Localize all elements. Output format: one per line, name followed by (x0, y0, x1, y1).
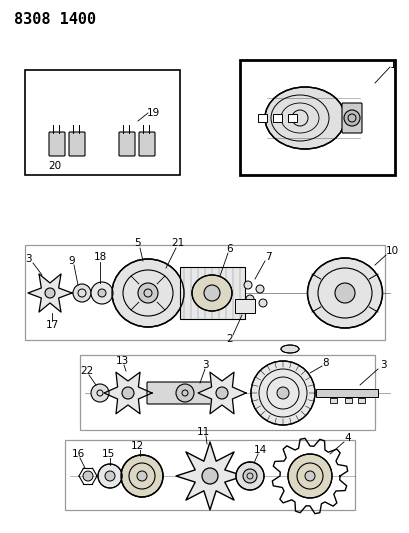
FancyBboxPatch shape (234, 299, 254, 313)
FancyBboxPatch shape (119, 132, 135, 156)
FancyBboxPatch shape (257, 114, 266, 122)
Circle shape (287, 454, 331, 498)
Ellipse shape (280, 345, 298, 353)
Ellipse shape (191, 275, 231, 311)
Circle shape (250, 361, 314, 425)
Text: 10: 10 (384, 246, 398, 256)
Circle shape (276, 387, 288, 399)
Circle shape (91, 282, 113, 304)
Circle shape (245, 295, 254, 303)
Circle shape (304, 471, 314, 481)
Text: 16: 16 (71, 449, 84, 459)
FancyBboxPatch shape (139, 132, 155, 156)
Text: 2: 2 (226, 334, 233, 344)
Text: 3: 3 (25, 254, 31, 264)
Circle shape (91, 384, 109, 402)
Text: 13: 13 (115, 356, 128, 366)
Text: 7: 7 (264, 252, 271, 262)
Circle shape (137, 471, 147, 481)
Circle shape (73, 284, 91, 302)
Circle shape (105, 471, 115, 481)
Circle shape (45, 288, 55, 298)
FancyBboxPatch shape (272, 114, 281, 122)
Circle shape (258, 299, 266, 307)
Ellipse shape (264, 87, 344, 149)
Circle shape (236, 462, 263, 490)
Polygon shape (28, 274, 72, 312)
FancyBboxPatch shape (287, 114, 296, 122)
Polygon shape (104, 372, 152, 414)
FancyBboxPatch shape (344, 398, 351, 403)
Text: 3: 3 (379, 360, 385, 370)
Text: 17: 17 (45, 320, 58, 330)
FancyBboxPatch shape (65, 440, 354, 510)
Circle shape (334, 283, 354, 303)
Circle shape (216, 387, 227, 399)
Circle shape (138, 283, 157, 303)
FancyBboxPatch shape (239, 60, 394, 175)
Circle shape (98, 464, 122, 488)
FancyBboxPatch shape (341, 103, 361, 133)
Text: 15: 15 (101, 449, 115, 459)
Text: 14: 14 (253, 445, 266, 455)
Text: 20: 20 (48, 161, 61, 171)
Text: 8308 1400: 8308 1400 (14, 12, 96, 27)
Text: 5: 5 (135, 238, 141, 248)
Text: 21: 21 (171, 238, 184, 248)
Circle shape (175, 384, 193, 402)
FancyBboxPatch shape (315, 389, 377, 397)
FancyBboxPatch shape (25, 245, 384, 340)
Circle shape (343, 110, 359, 126)
Text: 3: 3 (201, 360, 208, 370)
FancyBboxPatch shape (147, 382, 223, 404)
Polygon shape (175, 442, 243, 510)
Circle shape (202, 468, 218, 484)
Text: 1: 1 (389, 60, 396, 70)
FancyBboxPatch shape (357, 398, 364, 403)
Circle shape (98, 289, 106, 297)
Text: 6: 6 (226, 244, 233, 254)
FancyBboxPatch shape (25, 70, 180, 175)
Text: 12: 12 (130, 441, 143, 451)
Text: 11: 11 (196, 427, 209, 437)
Circle shape (122, 387, 134, 399)
Text: 19: 19 (146, 108, 159, 118)
Text: 9: 9 (69, 256, 75, 266)
Circle shape (243, 469, 256, 483)
Circle shape (255, 285, 263, 293)
Circle shape (121, 455, 163, 497)
Polygon shape (198, 372, 245, 414)
FancyBboxPatch shape (80, 355, 374, 430)
Circle shape (243, 281, 252, 289)
Ellipse shape (307, 258, 382, 328)
FancyBboxPatch shape (69, 132, 85, 156)
Ellipse shape (112, 259, 184, 327)
Circle shape (83, 471, 93, 481)
FancyBboxPatch shape (329, 398, 336, 403)
FancyBboxPatch shape (180, 267, 245, 319)
Text: 18: 18 (93, 252, 106, 262)
Text: 8: 8 (322, 358, 328, 368)
Text: 22: 22 (80, 366, 93, 376)
FancyBboxPatch shape (49, 132, 65, 156)
Circle shape (204, 285, 220, 301)
Text: 4: 4 (344, 433, 351, 443)
